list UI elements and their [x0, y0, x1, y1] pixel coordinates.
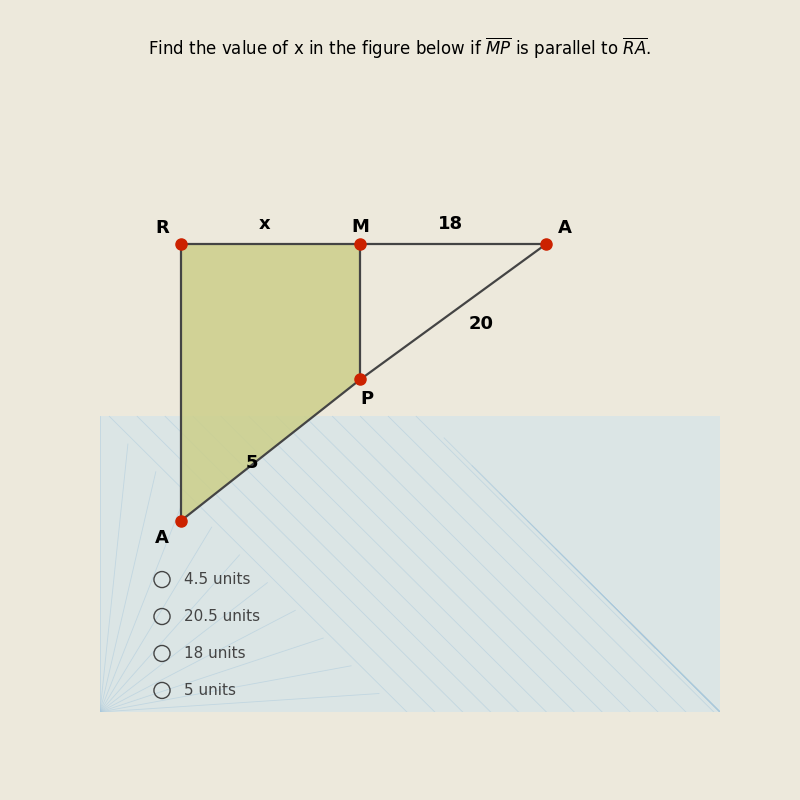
Text: M: M	[351, 218, 370, 235]
Text: A: A	[558, 219, 572, 238]
Text: Find the value of x in the figure below if $\overline{MP}$ is parallel to $\over: Find the value of x in the figure below …	[149, 36, 651, 61]
Text: A: A	[155, 530, 169, 547]
Text: 5 units: 5 units	[184, 683, 236, 698]
Text: 18: 18	[438, 214, 463, 233]
Polygon shape	[181, 244, 360, 521]
Text: 4.5 units: 4.5 units	[184, 572, 250, 587]
Text: x: x	[258, 214, 270, 233]
Text: R: R	[155, 219, 169, 238]
Text: 5: 5	[246, 454, 258, 471]
Text: 18 units: 18 units	[184, 646, 246, 661]
Text: 20: 20	[469, 315, 494, 333]
Text: 20.5 units: 20.5 units	[184, 609, 260, 624]
Text: P: P	[360, 390, 373, 408]
Bar	[100, 416, 720, 712]
